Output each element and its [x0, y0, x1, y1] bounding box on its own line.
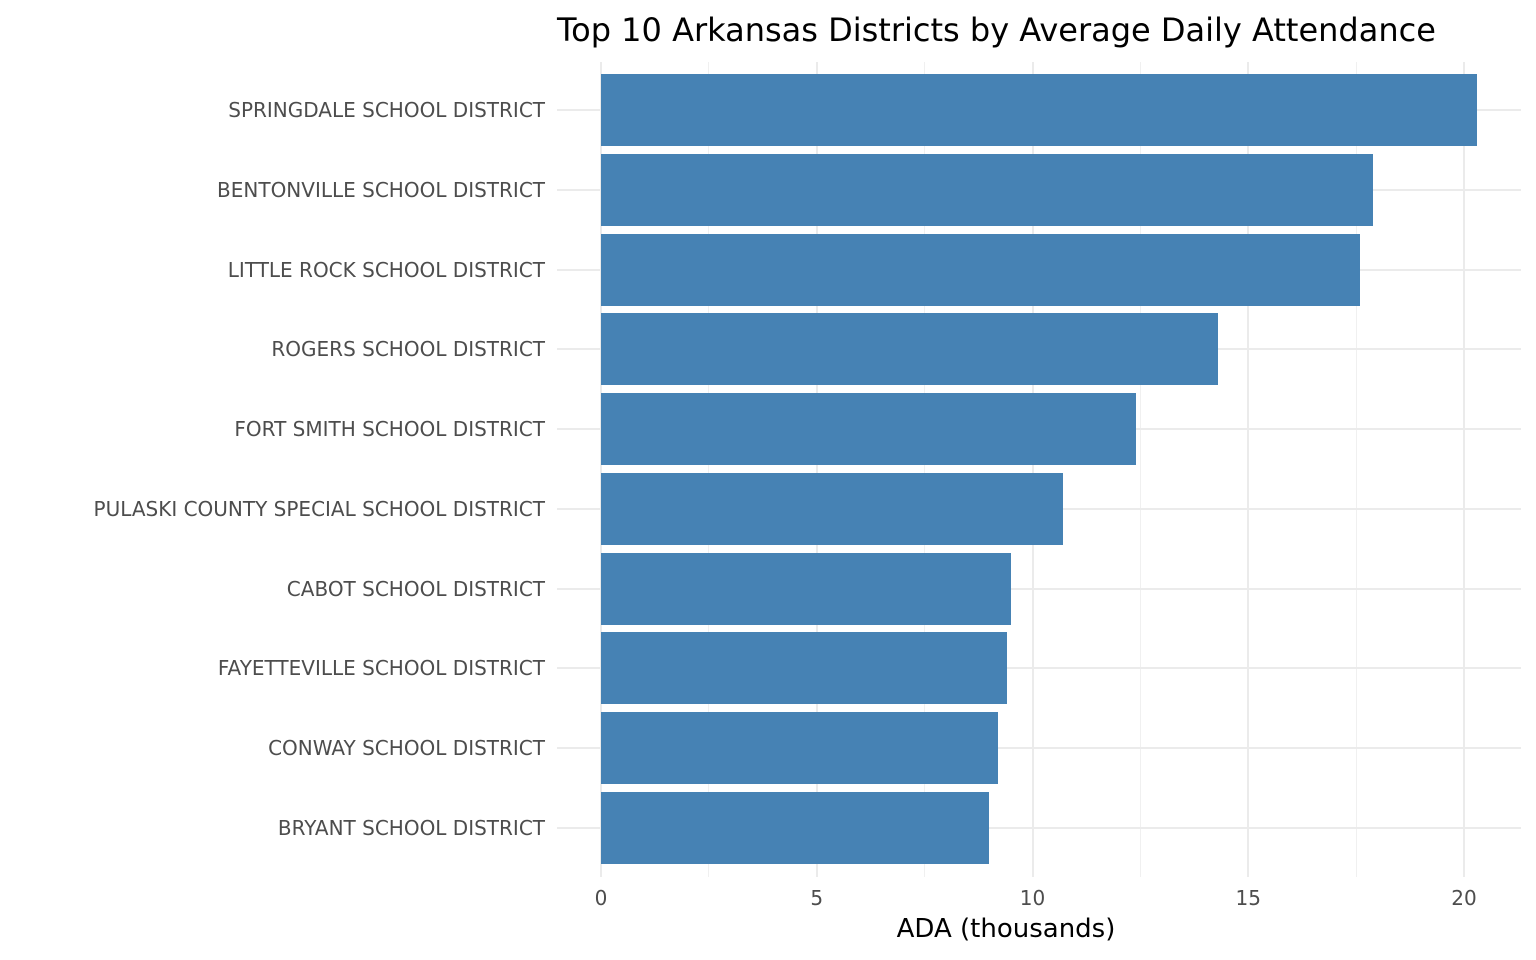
y-axis-label: LITTLE ROCK SCHOOL DISTRICT: [227, 257, 545, 282]
x-axis-tick-label: 0: [594, 886, 608, 910]
y-axis-label: CABOT SCHOOL DISTRICT: [286, 576, 545, 601]
major-gridline-x: [815, 62, 818, 877]
x-axis-tick-label: 5: [810, 886, 824, 910]
major-gridline-x: [1247, 62, 1250, 877]
y-axis-label: FAYETTEVILLE SCHOOL DISTRICT: [217, 656, 545, 681]
bar: [601, 632, 1007, 705]
chart-title: Top 10 Arkansas Districts by Average Dai…: [557, 11, 1436, 49]
bar: [601, 313, 1219, 386]
bar: [601, 74, 1477, 146]
minor-gridline-x: [924, 62, 926, 877]
y-axis-label: CONWAY SCHOOL DISTRICT: [268, 736, 545, 761]
gridline-y: [557, 587, 1521, 590]
bar: [601, 552, 1011, 625]
bar: [601, 712, 998, 785]
x-axis-tick-label: 15: [1235, 886, 1261, 910]
minor-gridline-x: [1355, 62, 1357, 877]
y-axis-label: BENTONVILLE SCHOOL DISTRICT: [217, 177, 545, 202]
y-axis-label: PULASKI COUNTY SPECIAL SCHOOL DISTRICT: [93, 496, 545, 521]
minor-gridline-x: [708, 62, 710, 877]
y-axis-label: BRYANT SCHOOL DISTRICT: [277, 816, 545, 841]
plot-panel: [557, 62, 1521, 877]
major-gridline-x: [1463, 62, 1465, 877]
gridline-y: [557, 667, 1521, 670]
bar: [601, 233, 1361, 306]
x-axis-tick-label: 20: [1451, 886, 1477, 910]
x-axis-tick-label: 10: [1019, 886, 1046, 910]
major-gridline-x: [1031, 62, 1034, 877]
x-axis-title: ADA (thousands): [896, 914, 1116, 944]
bar: [601, 393, 1137, 466]
bar: [601, 472, 1063, 545]
major-gridline-x: [600, 62, 602, 877]
minor-gridline-x: [1139, 62, 1141, 877]
bar: [601, 153, 1374, 226]
bar: [601, 792, 990, 865]
y-axis-label: FORT SMITH SCHOOL DISTRICT: [234, 417, 545, 442]
gridline-y: [557, 747, 1521, 750]
gridline-y: [557, 827, 1521, 830]
y-axis-label: SPRINGDALE SCHOOL DISTRICT: [228, 98, 545, 122]
y-axis-label: ROGERS SCHOOL DISTRICT: [271, 337, 545, 362]
